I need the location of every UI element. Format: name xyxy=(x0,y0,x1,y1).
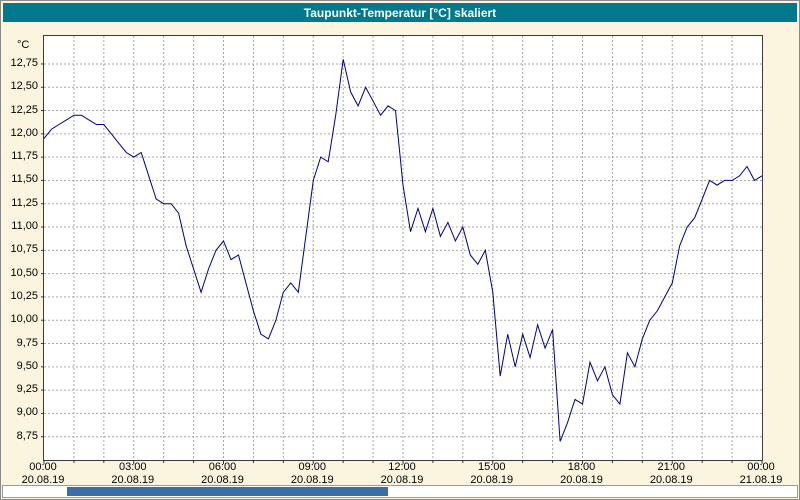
x-tick-time: 06:00 xyxy=(208,461,237,473)
x-tick-time: 21:00 xyxy=(657,461,686,473)
y-tick-label: 12,00 xyxy=(10,126,38,139)
x-axis-labels: 00:00 20.08.19 03:00 20.08.19 06:00 20.08.19 0… xyxy=(22,461,783,489)
x-tick: 09:00 20.08.19 xyxy=(291,461,334,486)
y-axis-unit-label: °C xyxy=(17,39,30,51)
dewpoint-line xyxy=(43,59,763,442)
x-tick-date: 20.08.19 xyxy=(560,474,603,486)
x-tick-time: 03:00 xyxy=(118,461,147,473)
y-tick-label: 12,75 xyxy=(10,56,38,69)
plot-svg xyxy=(41,36,763,464)
y-tick-label: 12,50 xyxy=(10,80,38,93)
y-tick-label: 10,50 xyxy=(10,266,38,279)
x-tick-date: 20.08.19 xyxy=(649,474,693,486)
y-tick-label: 10,75 xyxy=(10,243,38,256)
x-tick-date: 20.08.19 xyxy=(201,474,244,486)
x-tick: 21:00 20.08.19 xyxy=(650,461,693,486)
x-tick-time: 00:00 xyxy=(29,461,57,473)
y-tick-label: 9,75 xyxy=(16,336,38,349)
y-tick-label: 12,25 xyxy=(10,103,38,116)
plot-area xyxy=(41,35,763,464)
horizontal-scrollbar[interactable] xyxy=(2,485,798,498)
x-tick-date: 20.08.19 xyxy=(380,474,424,486)
y-tick-label: 11,25 xyxy=(11,196,38,209)
x-tick: 00:00 21.08.19 xyxy=(740,461,783,486)
x-tick: 12:00 20.08.19 xyxy=(381,461,424,486)
x-tick-date: 20.08.19 xyxy=(290,474,334,486)
y-tick-label: 10,00 xyxy=(10,313,38,326)
x-tick: 06:00 20.08.19 xyxy=(201,461,244,486)
x-tick-time: 18:00 xyxy=(567,461,596,473)
y-tick-label: 11,00 xyxy=(11,220,38,233)
x-tick-date: 20.08.19 xyxy=(21,474,65,486)
y-axis-labels: 12,75 12,50 12,25 12,00 11,75 11,50 11,25 11,00… xyxy=(1,35,40,459)
x-tick-date: 20.08.19 xyxy=(111,474,155,486)
y-tick-label: 11,75 xyxy=(11,150,38,163)
y-tick-label: 9,25 xyxy=(16,383,38,396)
x-tick: 00:00 20.08.19 xyxy=(22,461,65,486)
x-tick: 18:00 20.08.19 xyxy=(560,461,603,486)
scrollbar-thumb[interactable] xyxy=(66,487,389,496)
x-tick-time: 00:00 xyxy=(747,461,775,473)
chart-title: Taupunkt-Temperatur [°C] skaliert xyxy=(303,5,497,20)
y-tick-label: 11,50 xyxy=(11,173,38,186)
y-tick-label: 8,75 xyxy=(16,429,38,442)
chart-title-bar: Taupunkt-Temperatur [°C] skaliert xyxy=(3,3,797,22)
y-tick-label: 10,25 xyxy=(10,289,38,302)
x-tick-time: 09:00 xyxy=(298,461,327,473)
x-tick-date: 20.08.19 xyxy=(470,474,514,486)
x-tick-time: 15:00 xyxy=(477,461,506,473)
y-tick-label: 9,50 xyxy=(16,359,38,372)
x-tick: 03:00 20.08.19 xyxy=(111,461,154,486)
x-tick-date: 21.08.19 xyxy=(739,474,783,486)
y-tick-label: 9,00 xyxy=(16,406,38,419)
x-tick: 15:00 20.08.19 xyxy=(470,461,513,486)
x-tick-time: 12:00 xyxy=(388,461,416,473)
